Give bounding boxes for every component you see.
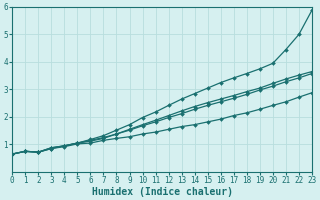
X-axis label: Humidex (Indice chaleur): Humidex (Indice chaleur) xyxy=(92,186,233,197)
